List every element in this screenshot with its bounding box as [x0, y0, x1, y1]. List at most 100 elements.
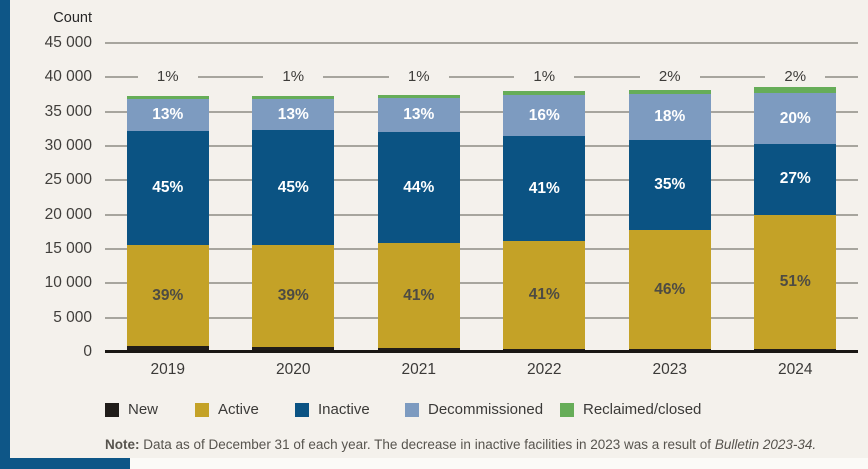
footer-band — [0, 458, 868, 469]
bar-segment-inactive: 41% — [503, 136, 586, 242]
bar-segment-decommissioned: 13% — [126, 99, 209, 132]
bar-segment-reclaimed-closed — [126, 96, 209, 100]
y-axis-tick-label: 20 000 — [44, 205, 92, 223]
bar-segment-inactive: 44% — [377, 132, 460, 243]
bar-segment-active: 41% — [503, 241, 586, 349]
x-axis-line — [105, 350, 858, 353]
legend-swatch — [295, 402, 309, 417]
top-percent-label: 2% — [639, 67, 700, 87]
bar-segment-active: 39% — [126, 245, 209, 346]
legend-swatch — [560, 402, 574, 417]
segment-percent-label: 13% — [152, 106, 184, 124]
bar-segment-reclaimed-closed — [503, 91, 586, 96]
left-accent-stripe — [0, 0, 10, 469]
segment-percent-label: 51% — [779, 272, 811, 290]
x-axis-label: 2023 — [652, 361, 687, 378]
segment-percent-label: 39% — [152, 286, 184, 304]
segment-percent-label: 13% — [277, 105, 309, 123]
segment-percent-label: 20% — [779, 109, 811, 127]
gridline — [105, 110, 858, 113]
y-axis-tick-label: 15 000 — [44, 239, 92, 257]
gridline — [105, 247, 858, 250]
legend-label: Inactive — [318, 401, 370, 418]
segment-percent-label: 45% — [277, 178, 309, 196]
y-axis-tick-label: 30 000 — [44, 136, 92, 154]
bar-segment-inactive: 27% — [754, 144, 837, 215]
gridline — [105, 282, 858, 285]
y-axis-tick-label: 5 000 — [53, 308, 92, 326]
segment-percent-label: 41% — [528, 286, 560, 303]
gridline — [105, 76, 858, 79]
segment-percent-label: 41% — [403, 286, 435, 304]
top-percent-label: 1% — [388, 67, 449, 87]
bar-segment-active: 39% — [252, 245, 335, 347]
bar-segment-new — [377, 348, 460, 352]
bar-segment-decommissioned: 18% — [628, 93, 711, 140]
bar-segment-reclaimed-closed — [628, 89, 711, 94]
segment-percent-label: 18% — [654, 107, 686, 125]
segment-percent-label: 16% — [528, 106, 560, 124]
legend-swatch — [105, 402, 119, 417]
segment-percent-label: 41% — [528, 179, 560, 197]
bar-segment-decommissioned: 13% — [377, 98, 460, 133]
y-axis-tick-label: 10 000 — [44, 274, 92, 292]
bar-segment-active: 41% — [377, 243, 460, 349]
bar-segment-active: 46% — [628, 230, 711, 350]
segment-percent-label: 44% — [403, 178, 435, 196]
chart-legend: New Active Inactive Decommissioned Reclaimed… — [0, 401, 868, 418]
x-axis-label: 2020 — [276, 361, 311, 378]
bar-segment-reclaimed-closed — [252, 95, 335, 100]
bar-segment-new — [252, 346, 335, 352]
top-percent-label: 1% — [263, 67, 324, 87]
legend-swatch — [405, 402, 419, 417]
segment-percent-label: 35% — [654, 176, 686, 194]
legend-item-new: New — [105, 401, 158, 418]
segment-percent-label: 39% — [277, 286, 309, 304]
legend-label: Decommissioned — [428, 401, 544, 418]
legend-item-active: Active — [195, 401, 259, 418]
legend-label: Active — [218, 401, 259, 418]
y-axis-tick-label: 40 000 — [44, 68, 92, 86]
chart-note: Note: Data as of December 31 of each yea… — [105, 437, 865, 452]
top-percent-label: 1% — [137, 67, 198, 87]
bar-segment-new — [126, 346, 209, 352]
y-axis-tick-label: 45 000 — [44, 34, 92, 51]
top-percent-label: 2% — [765, 67, 826, 87]
legend-item-reclaimed-closed: Reclaimed/closed — [560, 401, 701, 418]
bar-segment-decommissioned: 13% — [252, 99, 335, 131]
legend-label: Reclaimed/closed — [583, 401, 702, 418]
note-body: Data as of December 31 of each year. The… — [139, 437, 715, 452]
note-citation: Bulletin 2023-34. — [714, 437, 817, 452]
bar-segment-reclaimed-closed — [377, 94, 460, 99]
gridline — [105, 316, 858, 319]
x-axis-label: 2024 — [778, 361, 813, 378]
gridline — [105, 42, 858, 44]
bar-segment-inactive: 45% — [252, 130, 335, 246]
bar-segment-reclaimed-closed — [754, 87, 837, 93]
note-prefix: Note: — [105, 437, 140, 452]
y-axis-title: Count — [53, 10, 92, 26]
segment-percent-label: 46% — [654, 280, 686, 298]
segment-percent-label: 45% — [152, 179, 184, 197]
x-axis-label: 2019 — [150, 361, 185, 378]
bar-segment-inactive: 35% — [628, 140, 711, 231]
legend-item-inactive: Inactive — [295, 401, 370, 418]
x-axis-label: 2022 — [527, 361, 562, 378]
y-axis-tick-label: 25 000 — [44, 171, 92, 189]
gridline — [105, 179, 858, 182]
gridline — [105, 144, 858, 147]
bar-segment-active: 51% — [754, 214, 837, 350]
legend-label: New — [128, 401, 159, 418]
bar-segment-decommissioned: 20% — [754, 92, 837, 145]
legend-item-decommissioned: Decommissioned — [405, 401, 543, 418]
y-axis-tick-label: 0 — [83, 342, 92, 360]
segment-percent-label: 13% — [403, 106, 435, 124]
x-axis-label: 2021 — [401, 361, 436, 378]
segment-percent-label: 27% — [779, 170, 811, 188]
footer-accent-bar — [0, 458, 130, 469]
bar-segment-decommissioned: 16% — [503, 95, 586, 137]
bar-segment-inactive: 45% — [126, 131, 209, 246]
top-percent-label: 1% — [514, 67, 575, 87]
gridline — [105, 213, 858, 216]
